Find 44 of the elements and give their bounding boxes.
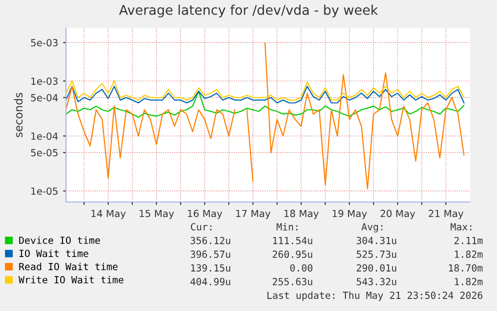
x-tick-label: 15 May <box>140 210 174 220</box>
text: Cur: <box>190 223 212 231</box>
y-tick-label: 1e-05 <box>31 187 58 195</box>
text: 525.73u <box>356 250 396 258</box>
text: 1.82m <box>454 250 483 258</box>
y-tick-label: 1e-03 <box>31 77 58 85</box>
line-series <box>66 86 465 104</box>
y-tick-label: 5e-05 <box>31 149 58 156</box>
line-series <box>66 90 465 118</box>
chart-title: Average latency for /dev/vda - by week <box>119 4 378 18</box>
text: 18.70m <box>449 264 483 272</box>
x-tick-label: 14 May <box>91 210 126 220</box>
text: 543.32u <box>356 278 396 286</box>
legend-label: Read IO Wait time <box>19 262 118 270</box>
y-tick-label: 5e-03 <box>31 39 58 46</box>
x-tick-label: 18 May <box>284 210 319 220</box>
y-tick-label: 5e-04 <box>31 94 58 102</box>
x-tick-label: 20 May <box>380 210 416 220</box>
text: Min: <box>276 222 298 230</box>
text: Avg: <box>361 223 382 232</box>
text: 404.99u <box>190 278 230 286</box>
text: 260.95u <box>272 250 312 258</box>
x-tick-label: 19 May <box>332 210 367 220</box>
text: 356.12u <box>190 236 230 244</box>
text: 304.31u <box>356 236 396 244</box>
x-tick-label: 17 May <box>236 210 270 220</box>
text: 0.00 <box>290 264 312 272</box>
text: 1.82m <box>454 278 483 286</box>
text: 255.63u <box>272 278 312 286</box>
legend-label: IO Wait time <box>20 250 88 258</box>
legend-label: Write IO Wait time <box>18 276 124 284</box>
y-tick-label: 1e-04 <box>31 132 58 140</box>
x-tick-label: 21 May <box>428 210 464 220</box>
text: 290.01u <box>356 264 396 272</box>
text: Max: <box>450 223 472 231</box>
text: 2.11m <box>454 236 483 244</box>
legend-label: Device IO time <box>19 236 100 244</box>
y-axis-title: seconds <box>14 92 23 138</box>
text: 111.54u <box>273 236 312 244</box>
x-tick-label: 16 May <box>188 210 222 220</box>
text: Last update: Thu May 21 23:50:24 2026 <box>267 291 482 301</box>
line-series <box>66 80 465 101</box>
text: 396.57u <box>190 250 230 258</box>
text: 139.15u <box>191 264 230 272</box>
